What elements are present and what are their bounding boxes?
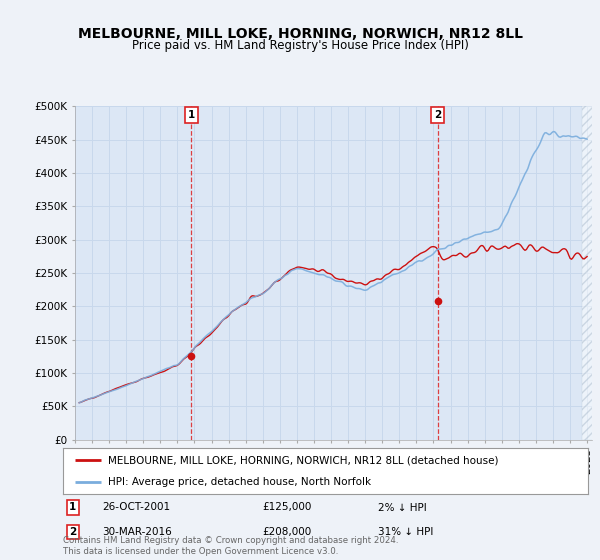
Text: 2: 2 — [70, 527, 77, 537]
Text: 1: 1 — [70, 502, 77, 512]
Text: 2: 2 — [434, 110, 442, 120]
Text: 2% ↓ HPI: 2% ↓ HPI — [378, 502, 427, 512]
Text: MELBOURNE, MILL LOKE, HORNING, NORWICH, NR12 8LL: MELBOURNE, MILL LOKE, HORNING, NORWICH, … — [77, 27, 523, 41]
Text: Price paid vs. HM Land Registry's House Price Index (HPI): Price paid vs. HM Land Registry's House … — [131, 39, 469, 53]
Text: 30-MAR-2016: 30-MAR-2016 — [103, 527, 172, 537]
Text: 31% ↓ HPI: 31% ↓ HPI — [378, 527, 433, 537]
Text: HPI: Average price, detached house, North Norfolk: HPI: Average price, detached house, Nort… — [107, 477, 371, 487]
Text: £125,000: £125,000 — [263, 502, 312, 512]
Text: MELBOURNE, MILL LOKE, HORNING, NORWICH, NR12 8LL (detached house): MELBOURNE, MILL LOKE, HORNING, NORWICH, … — [107, 455, 498, 465]
Text: 26-OCT-2001: 26-OCT-2001 — [103, 502, 170, 512]
Text: Contains HM Land Registry data © Crown copyright and database right 2024.
This d: Contains HM Land Registry data © Crown c… — [63, 536, 398, 556]
Text: £208,000: £208,000 — [263, 527, 312, 537]
Text: 1: 1 — [188, 110, 195, 120]
